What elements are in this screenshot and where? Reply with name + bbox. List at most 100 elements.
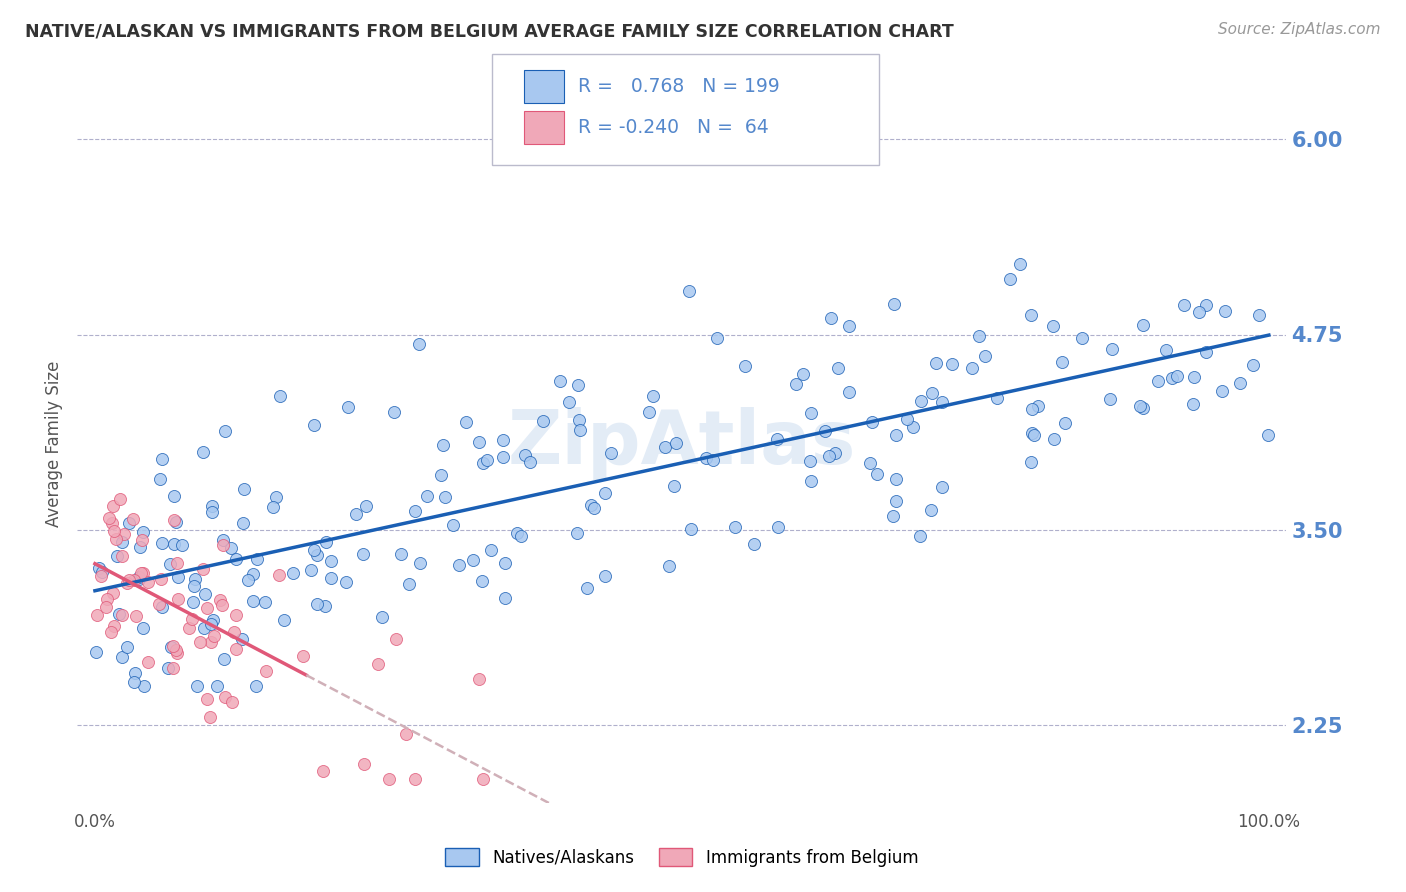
Point <box>510 528 533 542</box>
Point <box>89 560 111 574</box>
Point <box>456 415 478 429</box>
Point <box>181 612 204 626</box>
Point <box>792 367 814 381</box>
Point <box>101 499 124 513</box>
Point <box>404 504 426 518</box>
Point <box>896 411 918 425</box>
Point <box>212 652 235 666</box>
Point <box>118 516 141 531</box>
Point <box>654 440 676 454</box>
Point <box>128 570 150 584</box>
Point <box>225 608 247 623</box>
Point <box>734 359 756 374</box>
Point <box>884 472 907 486</box>
Point <box>1050 355 1073 369</box>
Point <box>1000 272 1022 286</box>
Point <box>315 534 337 549</box>
Point <box>472 456 495 470</box>
Point <box>108 492 131 507</box>
Point <box>201 505 224 519</box>
Point <box>695 451 717 466</box>
Point <box>986 391 1008 405</box>
Point <box>242 594 264 608</box>
Point <box>91 566 114 580</box>
Point <box>1042 319 1064 334</box>
Point <box>395 726 418 740</box>
Y-axis label: Average Family Size: Average Family Size <box>45 360 63 527</box>
Point <box>184 572 207 586</box>
Point <box>1053 416 1076 430</box>
Point <box>1026 399 1049 413</box>
Point <box>163 489 186 503</box>
Point <box>269 389 291 403</box>
Point <box>254 595 277 609</box>
Point <box>1101 342 1123 356</box>
Point <box>471 574 494 589</box>
Point <box>479 543 502 558</box>
Point <box>576 582 599 596</box>
Point <box>201 613 224 627</box>
Point <box>246 552 269 566</box>
Point <box>903 420 925 434</box>
Point <box>920 503 942 517</box>
Point <box>799 454 821 468</box>
Point <box>195 692 218 706</box>
Point <box>101 516 124 531</box>
Point <box>724 520 747 534</box>
Point <box>960 361 983 376</box>
Point <box>242 566 264 581</box>
Point <box>214 690 236 705</box>
Point <box>367 657 389 672</box>
Point <box>513 448 536 462</box>
Point <box>132 621 155 635</box>
Point <box>236 573 259 587</box>
Point <box>491 433 513 447</box>
Point <box>163 513 186 527</box>
Point <box>1195 345 1218 359</box>
Point <box>800 475 823 489</box>
Point <box>200 617 222 632</box>
Point <box>838 319 860 334</box>
Point <box>86 607 108 622</box>
Point <box>304 418 326 433</box>
Point <box>191 562 214 576</box>
Point <box>321 571 343 585</box>
Point <box>441 517 464 532</box>
Point <box>321 554 343 568</box>
Point <box>1008 257 1031 271</box>
Point <box>941 357 963 371</box>
Point <box>100 625 122 640</box>
Point <box>124 665 146 680</box>
Point <box>177 621 200 635</box>
Point <box>884 428 907 442</box>
Point <box>785 376 807 391</box>
Point <box>1132 318 1154 332</box>
Point <box>471 772 494 787</box>
Point <box>1249 308 1271 322</box>
Point <box>232 516 254 530</box>
Point <box>159 558 181 572</box>
Point <box>131 566 153 581</box>
Point <box>600 446 623 460</box>
Point <box>205 679 228 693</box>
Point <box>165 515 187 529</box>
Point <box>371 609 394 624</box>
Point <box>384 632 406 646</box>
Point <box>492 450 515 465</box>
Point <box>172 538 194 552</box>
Point <box>122 675 145 690</box>
Point <box>662 478 685 492</box>
Point <box>188 635 211 649</box>
Point <box>1182 397 1205 411</box>
Point <box>225 642 247 657</box>
Point <box>129 540 152 554</box>
Point <box>115 576 138 591</box>
Point <box>115 640 138 655</box>
Point <box>162 639 184 653</box>
Point <box>430 468 453 483</box>
Point <box>352 547 374 561</box>
Point <box>156 661 179 675</box>
Point <box>211 533 233 547</box>
Point <box>132 679 155 693</box>
Point <box>921 386 943 401</box>
